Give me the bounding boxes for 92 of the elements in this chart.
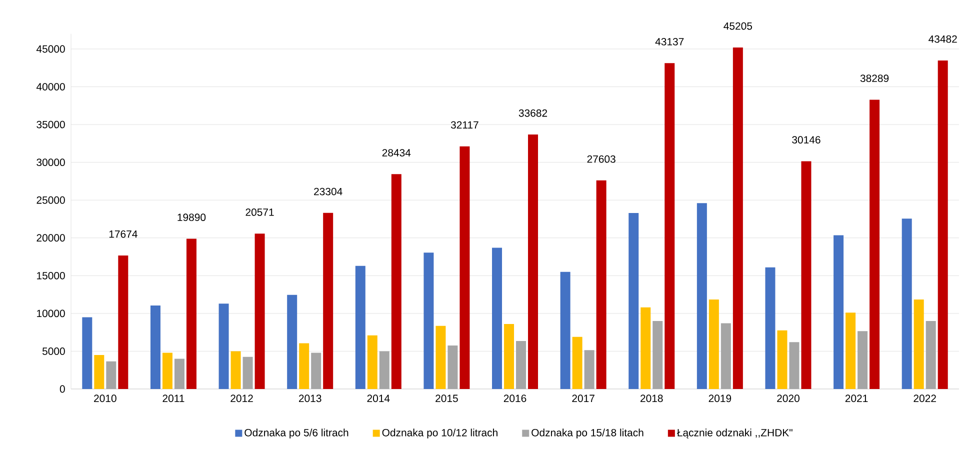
bar bbox=[572, 336, 582, 389]
x-tick-label: 2010 bbox=[94, 394, 116, 402]
bar bbox=[777, 330, 788, 389]
data-label: 43137 bbox=[655, 38, 684, 46]
x-tick-label: 2018 bbox=[640, 394, 663, 402]
y-tick-label: 0 bbox=[60, 385, 65, 393]
data-label: 45205 bbox=[724, 22, 752, 30]
legend-label: Odznaka po 15/18 litach bbox=[532, 428, 644, 438]
bar bbox=[720, 323, 731, 389]
x-tick-label: 2015 bbox=[436, 394, 458, 402]
data-label: 20571 bbox=[246, 208, 274, 216]
bar bbox=[926, 320, 936, 389]
x-tick-label: 2017 bbox=[572, 394, 594, 402]
y-tick-label: 15000 bbox=[37, 272, 65, 280]
y-tick-label: 10000 bbox=[37, 310, 65, 318]
data-label: 17674 bbox=[109, 230, 138, 238]
y-tick-label: 30000 bbox=[36, 158, 65, 166]
bar bbox=[938, 60, 948, 389]
bar bbox=[870, 100, 880, 389]
bar bbox=[218, 304, 229, 389]
bar bbox=[801, 161, 812, 389]
bar bbox=[391, 174, 402, 389]
bar bbox=[287, 294, 298, 389]
legend-label: Łącznie odznaki ,,ZHDK" bbox=[677, 428, 792, 438]
bar bbox=[516, 341, 526, 389]
bar bbox=[652, 320, 663, 389]
bar bbox=[640, 307, 651, 389]
bar bbox=[94, 354, 104, 389]
y-tick-label: 40000 bbox=[36, 83, 65, 90]
bar bbox=[560, 272, 570, 389]
x-tick-label: 2013 bbox=[298, 394, 322, 402]
bar bbox=[504, 324, 514, 389]
data-label: 38289 bbox=[860, 74, 889, 82]
x-tick-label: 2011 bbox=[162, 394, 184, 402]
y-tick-label: 45000 bbox=[36, 45, 65, 53]
bar bbox=[858, 331, 868, 389]
bar bbox=[765, 267, 776, 389]
y-tick-label: 35000 bbox=[36, 120, 65, 128]
y-tick-label: 5000 bbox=[42, 348, 65, 355]
bar bbox=[846, 312, 856, 389]
y-tick-label: 20000 bbox=[36, 234, 65, 242]
bar bbox=[460, 146, 470, 389]
bar bbox=[834, 235, 844, 389]
bar bbox=[436, 326, 446, 389]
bar bbox=[186, 238, 196, 389]
x-tick-label: 2020 bbox=[777, 394, 800, 402]
data-label: 32117 bbox=[450, 121, 478, 129]
x-tick-label: 2016 bbox=[504, 394, 526, 402]
bar bbox=[106, 361, 116, 389]
bar bbox=[355, 266, 366, 389]
bar bbox=[230, 351, 241, 389]
bar bbox=[323, 212, 334, 389]
bar bbox=[664, 63, 675, 389]
bar bbox=[118, 255, 128, 389]
bar bbox=[448, 346, 458, 389]
bar bbox=[174, 358, 184, 389]
data-label: 28434 bbox=[382, 149, 411, 156]
bar bbox=[789, 342, 800, 389]
bar bbox=[584, 350, 594, 389]
bar bbox=[299, 343, 310, 389]
x-tick-label: 2014 bbox=[367, 394, 390, 402]
bar bbox=[367, 335, 378, 389]
x-tick-label: 2012 bbox=[230, 394, 253, 402]
bar bbox=[492, 248, 502, 389]
bar bbox=[732, 47, 743, 389]
bar bbox=[379, 351, 390, 389]
data-label: 30146 bbox=[792, 136, 820, 144]
x-tick-label: 2021 bbox=[845, 394, 868, 402]
bar bbox=[902, 218, 912, 389]
bar bbox=[708, 299, 719, 389]
bar bbox=[528, 134, 538, 389]
data-label: 33682 bbox=[518, 109, 548, 117]
bar bbox=[254, 234, 265, 389]
bar bbox=[162, 352, 172, 389]
bar bbox=[596, 180, 606, 389]
bar bbox=[628, 212, 639, 389]
bar bbox=[424, 252, 434, 389]
bar bbox=[914, 299, 924, 389]
bar bbox=[82, 317, 92, 389]
x-tick-label: 2019 bbox=[708, 394, 732, 402]
x-tick-label: 2022 bbox=[914, 394, 936, 402]
y-tick-label: 25000 bbox=[36, 196, 65, 204]
bar bbox=[150, 305, 160, 389]
bar bbox=[696, 203, 707, 389]
data-label: 43482 bbox=[928, 35, 957, 43]
legend-label: Odznaka po 10/12 litrach bbox=[382, 428, 498, 438]
bar bbox=[242, 356, 253, 389]
data-label: 19890 bbox=[178, 214, 206, 222]
data-label: 23304 bbox=[314, 188, 342, 196]
bar bbox=[311, 352, 322, 389]
data-label: 27603 bbox=[587, 155, 616, 163]
legend-label: Odznaka po 5/6 litrach bbox=[244, 428, 348, 438]
